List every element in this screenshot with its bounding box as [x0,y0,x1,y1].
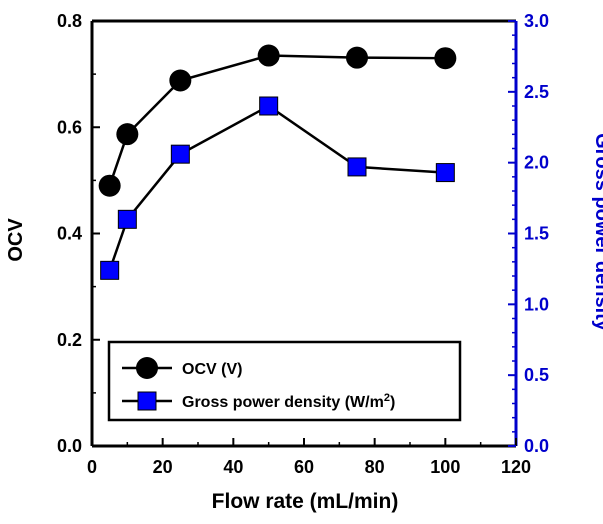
x-tick-label: 120 [501,457,531,477]
y2-tick-label: 2.5 [524,82,549,102]
point-ocv [98,174,121,197]
series-line-gross-power-density [108,104,446,271]
series-layer [98,44,457,280]
point-ocv [434,47,457,70]
point-ocv [346,46,368,69]
y2-tick-label: 0.0 [524,436,549,456]
legend-gpd-marker [137,391,157,411]
x-axis-label: Flow rate (mL/min) [212,490,399,513]
x-tick-label: 40 [223,457,243,477]
x-axis: 0 20 40 60 80 100 120 [87,438,531,477]
y2-tick-label: 0.5 [524,365,549,385]
legend-entry-gross-power-density: Gross power density (W/m2) [122,391,395,411]
legend-gpd-label: Gross power density (W/m2) [182,392,395,411]
legend: OCV (V) Gross power density (W/m2) [107,340,462,422]
x-tick-label: 80 [365,457,385,477]
point-gross-power-density [435,163,455,183]
series-line-ocv [108,54,446,187]
point-gross-power-density [170,144,190,164]
point-gross-power-density [100,260,120,280]
y-tick-label: 0.0 [57,436,82,456]
point-gross-power-density [347,157,367,177]
legend-gpd-label-sup: 2 [384,392,390,404]
y2-tick-label: 2.0 [524,153,549,173]
y2-tick-label: 1.5 [524,224,549,244]
legend-gpd-label-tail: ) [390,394,395,411]
y-axis-right: 0.0 0.5 1.0 1.5 2.0 2.5 3.0 [508,11,549,456]
y2-axis-label: Gross power density [591,133,603,332]
y2-tick-label: 3.0 [524,11,549,31]
point-gross-power-density [259,96,279,116]
y-tick-label: 0.8 [57,11,82,31]
point-ocv [257,44,280,67]
legend-gpd-label-main: Gross power density (W/m [182,394,384,411]
point-ocv [116,123,139,146]
y-tick-label: 0.2 [57,330,82,350]
x-tick-label: 100 [430,457,460,477]
point-gross-power-density [117,209,137,229]
legend-box [107,340,462,422]
x-tick-label: 60 [294,457,314,477]
x-tick-label: 0 [87,457,97,477]
point-ocv [169,69,192,92]
x-tick-label: 20 [153,457,173,477]
y-tick-label: 0.6 [57,117,82,137]
legend-ocv-label: OCV (V) [182,361,242,378]
y-tick-label: 0.4 [57,224,82,244]
legend-ocv-marker [136,357,158,379]
y2-tick-label: 1.0 [524,294,549,314]
y-axis-label: OCV [5,218,27,262]
legend-entry-ocv: OCV (V) [122,357,242,379]
y-axis-left: 0.0 0.2 0.4 0.6 0.8 [57,11,100,456]
